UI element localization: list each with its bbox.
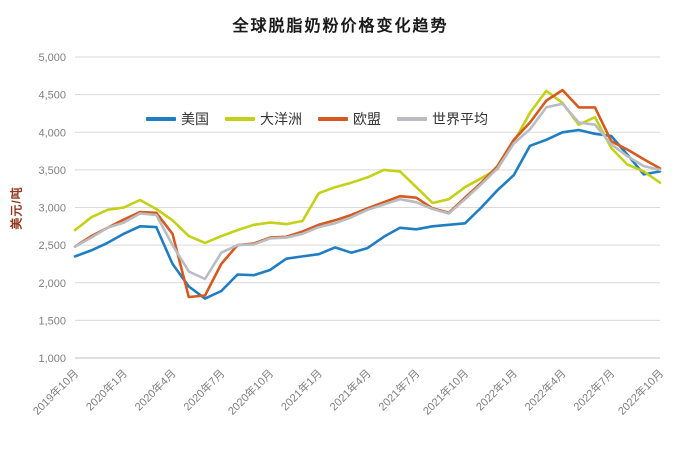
x-tick-label: 2019年10月 (30, 366, 81, 417)
y-tick-label: 3,500 (38, 165, 66, 177)
series-line-世界平均 (73, 102, 662, 281)
legend-item-世界平均: 世界平均 (397, 109, 488, 129)
y-tick-label: 5,000 (38, 52, 66, 64)
x-tick-label: 2021年10月 (420, 366, 471, 417)
legend-line-swatch (318, 117, 348, 121)
y-tick-label: 4,000 (38, 127, 66, 139)
y-tick-label: 2,000 (38, 278, 66, 290)
chart-title: 全球脱脂奶粉价格变化趋势 (232, 18, 449, 35)
x-tick-label: 2020年10月 (225, 366, 276, 417)
x-tick-label: 2020年7月 (180, 366, 227, 413)
legend-line-swatch (397, 117, 427, 121)
legend-item-大洋洲: 大洋洲 (225, 109, 302, 129)
x-tick-label: 2022年7月 (570, 366, 617, 413)
x-tick-label: 2022年10月 (615, 366, 666, 417)
legend-item-欧盟: 欧盟 (318, 109, 381, 129)
y-tick-label: 2,500 (38, 240, 66, 252)
y-tick-label: 4,500 (38, 90, 66, 102)
x-tick-label: 2022年4月 (522, 366, 569, 413)
x-tick-label: 2021年1月 (278, 366, 325, 413)
legend-label: 欧盟 (353, 111, 381, 127)
y-tick-label: 1,000 (38, 353, 66, 365)
x-tick-label: 2020年4月 (132, 366, 179, 413)
series-line-美国 (73, 128, 662, 300)
x-tick-label: 2022年1月 (473, 366, 520, 413)
x-tick-label: 2021年7月 (375, 366, 422, 413)
y-tick-label: 1,500 (38, 315, 66, 327)
series-line-欧盟 (73, 88, 662, 299)
chart-legend: 美国 大洋洲 欧盟 世界平均 (146, 109, 488, 129)
x-tick-label: 2021年4月 (327, 366, 374, 413)
legend-label: 大洋洲 (260, 111, 302, 127)
legend-line-swatch (146, 117, 176, 121)
legend-label: 世界平均 (432, 111, 488, 127)
legend-label: 美国 (181, 111, 209, 127)
x-tick-label: 2020年1月 (83, 366, 130, 413)
y-tick-label: 3,000 (38, 203, 66, 215)
legend-item-美国: 美国 (146, 109, 209, 129)
legend-line-swatch (225, 117, 255, 121)
